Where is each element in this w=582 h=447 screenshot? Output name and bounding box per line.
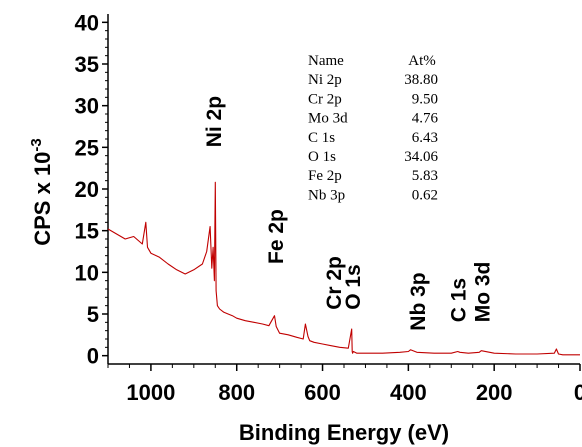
y-tick-label: 25: [75, 135, 99, 160]
x-tick-label: 800: [218, 380, 255, 405]
peak-label: Cr 2p: [323, 256, 346, 310]
table-header-name: Name: [308, 53, 344, 69]
peak-label: Ni 2p: [203, 96, 226, 147]
x-tick-label: 600: [304, 380, 341, 405]
series: [107, 181, 580, 356]
y-tick-label: 10: [75, 260, 99, 285]
atomic-percent-table: Name At% Ni 2p 38.80 Cr 2p 9.50 Mo 3d 4.76 C 1s 6…: [308, 53, 439, 203]
x-axis-title: Binding Energy (eV): [239, 420, 449, 445]
x-tick-label: 1000: [126, 380, 175, 405]
table-row-value: 38.80: [404, 72, 438, 88]
table-row-name: Nb 3p: [308, 187, 345, 203]
table-row-value: 4.76: [412, 111, 439, 127]
table-row-value: 0.62: [412, 187, 438, 203]
spectrum-line: [107, 181, 580, 356]
table-row-value: 34.06: [404, 149, 438, 165]
table-row-value: 5.83: [412, 168, 438, 184]
y-tick-label: 30: [75, 94, 99, 119]
table-row-value: 9.50: [412, 91, 438, 107]
peak-label: Mo 3d: [471, 262, 494, 323]
y-tick-label: 0: [87, 344, 99, 369]
y-axis-title-base: CPS x 10: [30, 152, 55, 246]
peak-label: Fe 2p: [265, 209, 288, 264]
y-tick-label: 5: [87, 302, 99, 327]
peak-label: O 1s: [342, 264, 365, 310]
y-tick-label: 35: [75, 52, 99, 77]
table-header-value: At%: [408, 53, 436, 69]
ticks: 0 5 10 15 20 25 30 35 40 1000 800 600 400 200 0: [75, 10, 582, 405]
x-tick-label: 200: [476, 380, 513, 405]
table-row-name: Fe 2p: [308, 168, 342, 184]
y-axis-title: CPS x 10-3: [28, 138, 55, 246]
x-tick-label: 400: [390, 380, 427, 405]
y-tick-label: 40: [75, 10, 99, 35]
y-tick-label: 20: [75, 177, 99, 202]
table-row-name: Mo 3d: [308, 111, 348, 127]
table-row-name: Cr 2p: [308, 91, 342, 107]
y-tick-label: 15: [75, 219, 99, 244]
peak-label: Nb 3p: [407, 272, 430, 330]
table-row-name: C 1s: [308, 130, 335, 146]
y-axis-title-exponent: -3: [28, 138, 45, 151]
table-row-name: Ni 2p: [308, 72, 342, 88]
x-tick-label: 0: [574, 380, 582, 405]
peak-label: C 1s: [448, 278, 471, 322]
table-row-value: 6.43: [412, 130, 438, 146]
table-row-name: O 1s: [308, 149, 336, 165]
